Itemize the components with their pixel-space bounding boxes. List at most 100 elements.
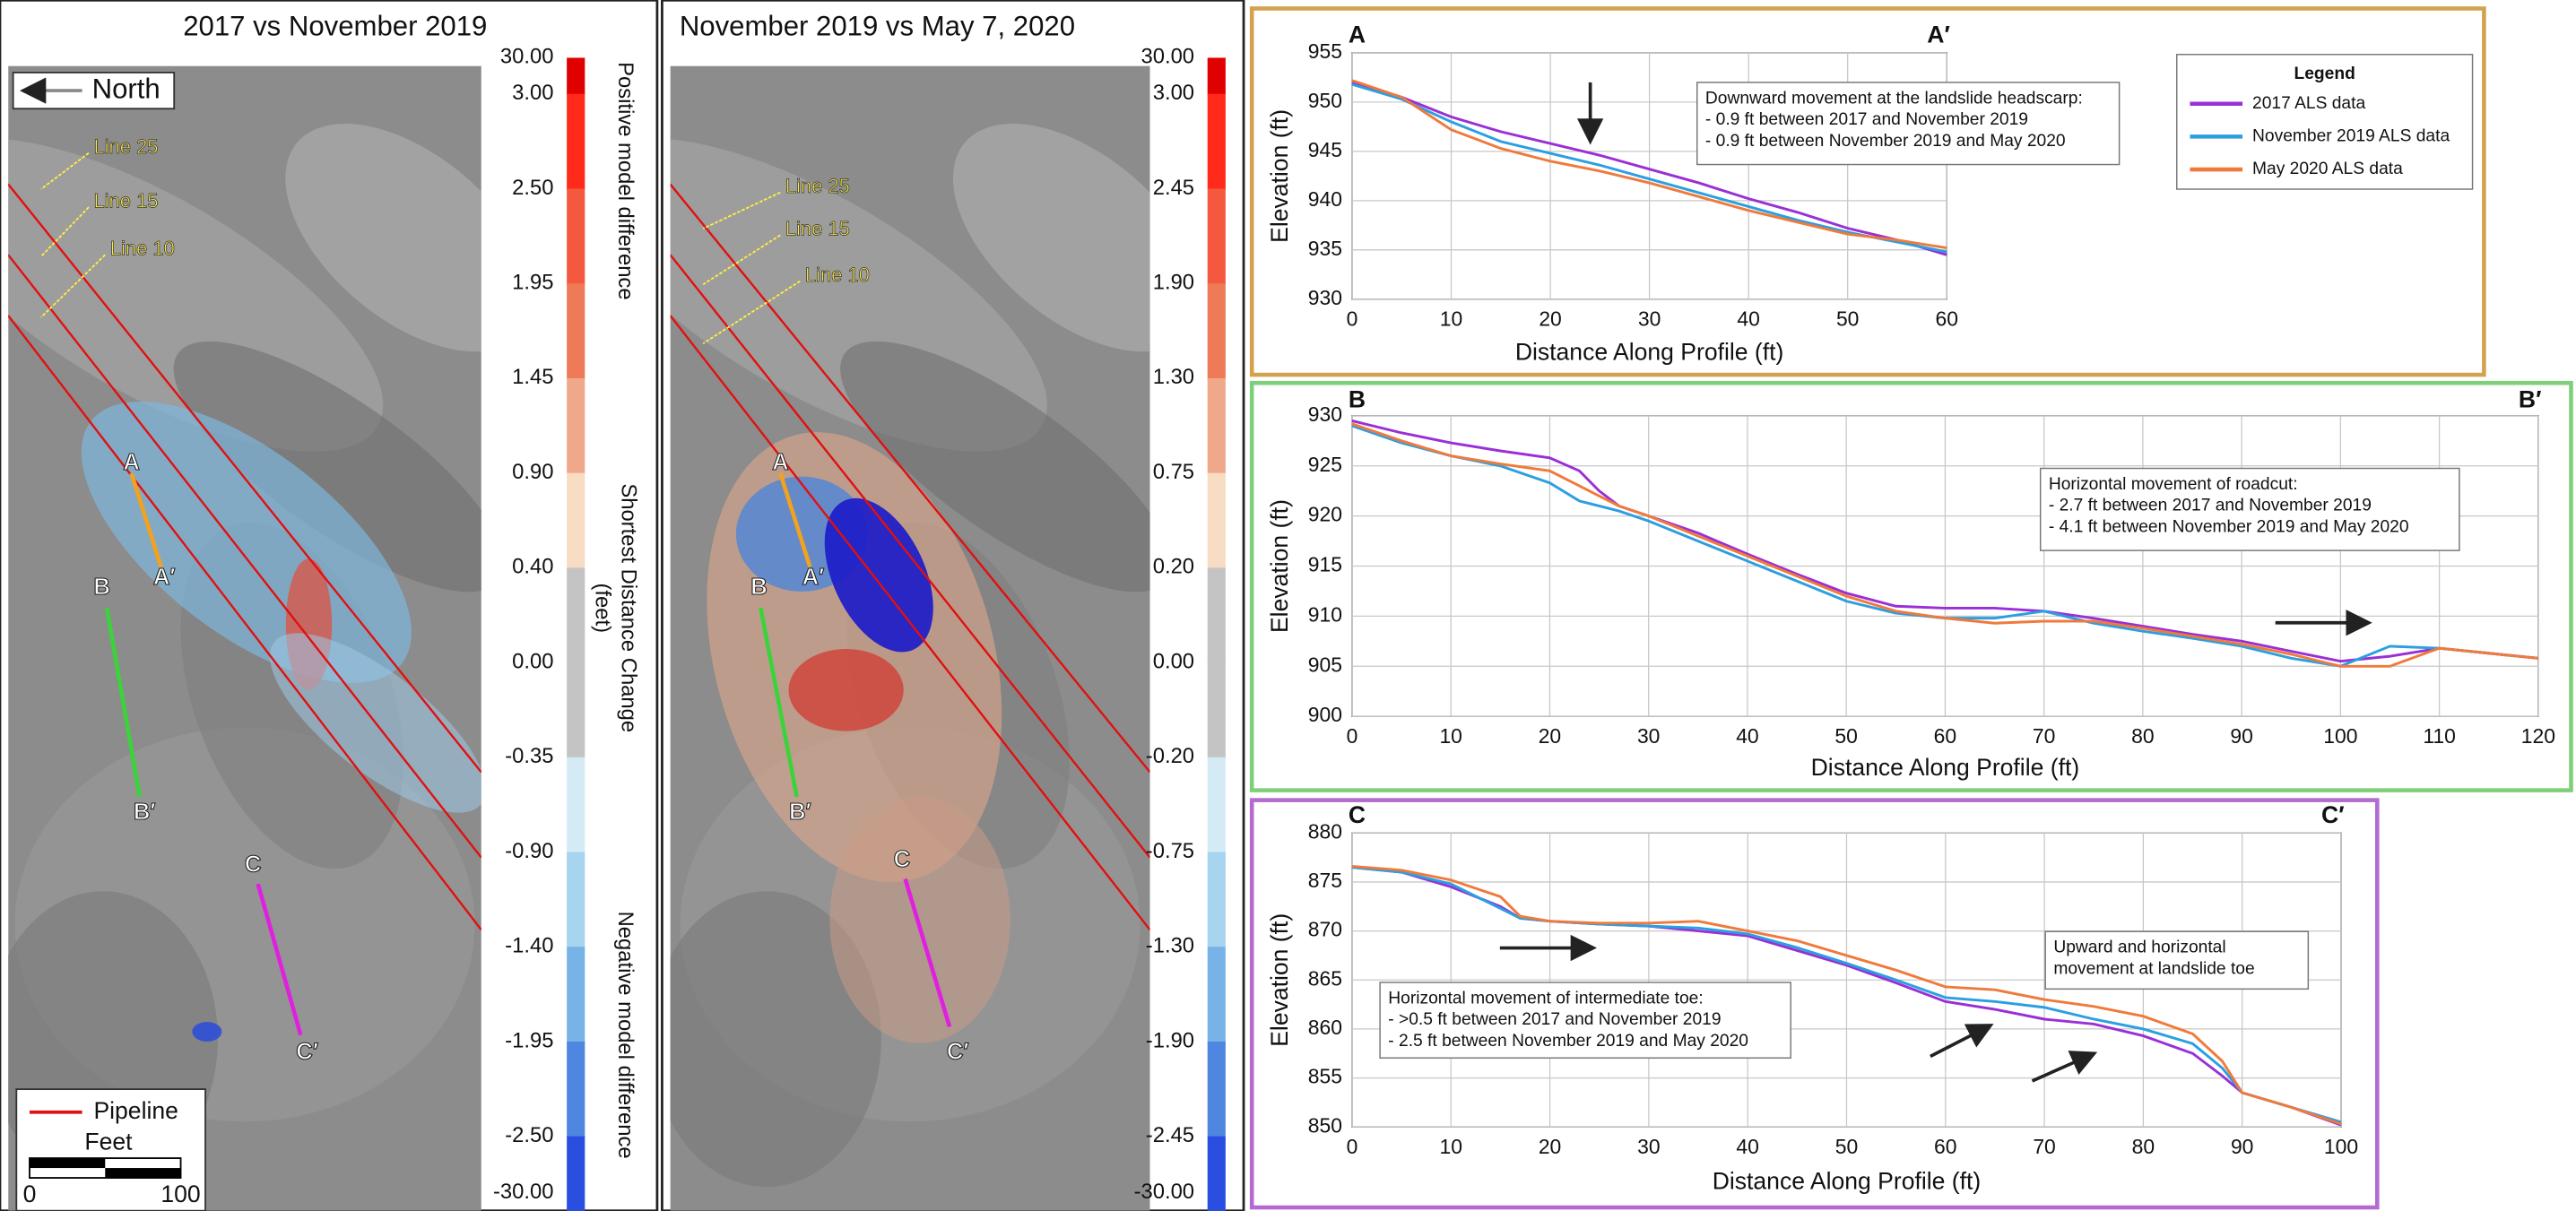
x-tick-label: 60 — [1936, 307, 1958, 331]
y-tick-label: 930 — [1308, 286, 1342, 309]
y-axis-label: Elevation (ft) — [1266, 109, 1293, 243]
colorbar-label: -0.35 — [505, 744, 553, 768]
colorbar-label: 0.20 — [1153, 555, 1194, 579]
colorbar-segment — [1208, 57, 1226, 94]
scale-tick-label: 100 — [160, 1181, 200, 1207]
x-axis-label: Distance Along Profile (ft) — [1713, 1168, 1982, 1195]
colorbar-label: -30.00 — [1134, 1180, 1194, 1204]
y-axis-label: Elevation (ft) — [1266, 499, 1293, 633]
y-tick-label: 920 — [1308, 503, 1342, 526]
colorbar-label: 3.00 — [512, 81, 553, 105]
x-tick-label: 10 — [1439, 724, 1461, 748]
y-tick-label: 905 — [1308, 653, 1342, 676]
colorbar-segment — [567, 567, 585, 663]
y-tick-label: 870 — [1308, 918, 1342, 941]
colorbar-segment — [567, 188, 585, 284]
annotation-text: - 2.7 ft between 2017 and November 2019 — [2049, 497, 2372, 515]
line-label: Line 25 — [785, 175, 850, 197]
profile-end-label: B′ — [2519, 385, 2542, 412]
x-tick-label: 50 — [1836, 307, 1859, 331]
colorbar-label: -0.75 — [1146, 839, 1194, 863]
annotation-text: Upward and horizontal — [2053, 939, 2225, 957]
profile-point-label: C′ — [947, 1040, 969, 1065]
colorbar-segment — [1208, 378, 1226, 474]
y-tick-label: 940 — [1308, 187, 1342, 211]
colorbar-segment — [567, 57, 585, 94]
y-axis-label: Elevation (ft) — [1266, 913, 1293, 1047]
colorbar-label: 1.95 — [512, 270, 553, 294]
colorbar-segment — [1208, 283, 1226, 379]
profile-point-label: B — [93, 575, 110, 600]
profile-end-label: B — [1349, 385, 1366, 412]
legend-label: 2017 ALS data — [2252, 94, 2365, 113]
change-area — [829, 797, 1010, 1043]
legend-label: May 2020 ALS data — [2252, 160, 2403, 178]
x-tick-label: 30 — [1637, 1135, 1660, 1158]
colorbar-side-label: (feet) — [590, 583, 614, 633]
annotation-text: Horizontal movement of intermediate toe: — [1388, 989, 1703, 1008]
annotation-text: - 2.5 ft between November 2019 and May 2… — [1388, 1032, 1748, 1051]
colorbar-label: -30.00 — [493, 1180, 553, 1204]
profile-point-label: A — [772, 450, 789, 475]
x-tick-label: 70 — [2033, 1135, 2055, 1158]
legend-label: November 2019 ALS data — [2252, 126, 2450, 145]
map-title: 2017 vs November 2019 — [183, 11, 487, 42]
scale-title: Feet — [84, 1129, 133, 1155]
x-tick-label: 30 — [1638, 307, 1661, 331]
y-tick-label: 900 — [1308, 703, 1342, 726]
x-tick-label: 40 — [1736, 1135, 1758, 1158]
colorbar-label: -1.95 — [505, 1028, 553, 1052]
y-tick-label: 860 — [1308, 1016, 1342, 1039]
x-axis-label: Distance Along Profile (ft) — [1515, 338, 1784, 365]
x-tick-label: 10 — [1440, 307, 1462, 331]
y-tick-label: 880 — [1308, 819, 1342, 843]
profile-end-label: C′ — [2321, 801, 2345, 828]
colorbar-label: 0.75 — [1153, 460, 1194, 484]
y-tick-label: 875 — [1308, 869, 1342, 892]
line-label: Line 10 — [110, 238, 175, 260]
x-tick-label: 10 — [1440, 1135, 1462, 1158]
colorbar-segment — [567, 473, 585, 569]
pipeline-label: Pipeline — [93, 1097, 178, 1124]
colorbar-label: 0.00 — [1153, 649, 1194, 673]
change-area — [788, 649, 903, 731]
colorbar-label: -2.50 — [505, 1123, 553, 1147]
x-tick-label: 0 — [1347, 724, 1358, 748]
x-tick-label: 100 — [2324, 1135, 2358, 1158]
x-tick-label: 50 — [1834, 724, 1857, 748]
annotation-text: - 0.9 ft between 2017 and November 2019 — [1705, 110, 2028, 129]
colorbar-label: -1.30 — [1146, 934, 1194, 958]
colorbar-label: -1.90 — [1146, 1028, 1194, 1052]
x-tick-label: 100 — [2323, 724, 2357, 748]
colorbar-segment — [567, 1042, 585, 1137]
colorbar-label: -1.40 — [505, 934, 553, 958]
colorbar-label: 0.00 — [512, 649, 553, 673]
profile-end-label: A′ — [1927, 22, 1950, 48]
profile-end-label: A — [1349, 22, 1366, 48]
profile-point-label: C′ — [296, 1040, 318, 1065]
x-tick-label: 30 — [1637, 724, 1660, 748]
y-tick-label: 850 — [1308, 1113, 1342, 1137]
colorbar-segment — [1208, 473, 1226, 569]
y-tick-label: 935 — [1308, 237, 1342, 260]
y-tick-label: 930 — [1308, 402, 1342, 426]
colorbar-label: 30.00 — [500, 45, 554, 69]
x-tick-label: 90 — [2230, 724, 2252, 748]
colorbar-segment — [1208, 1137, 1226, 1211]
colorbar-label: 1.90 — [1153, 270, 1194, 294]
colorbar-label: 30.00 — [1141, 45, 1194, 69]
colorbar-segment — [1208, 188, 1226, 284]
colorbar-segment — [1208, 94, 1226, 190]
x-tick-label: 60 — [1934, 724, 1956, 748]
profile-point-label: A′ — [153, 565, 176, 590]
x-tick-label: 80 — [2131, 724, 2154, 748]
y-tick-label: 910 — [1308, 602, 1342, 626]
colorbar-segment — [567, 947, 585, 1042]
colorbar-segment — [1208, 567, 1226, 663]
x-tick-label: 0 — [1347, 1135, 1358, 1158]
scale-tick-label: 0 — [23, 1181, 37, 1207]
y-tick-label: 950 — [1308, 89, 1342, 112]
profile-point-label: A — [123, 450, 140, 475]
figure: 2017 vs November 2019Line 25Line 15Line … — [0, 0, 2576, 1211]
colorbar-label: -0.20 — [1146, 744, 1194, 768]
